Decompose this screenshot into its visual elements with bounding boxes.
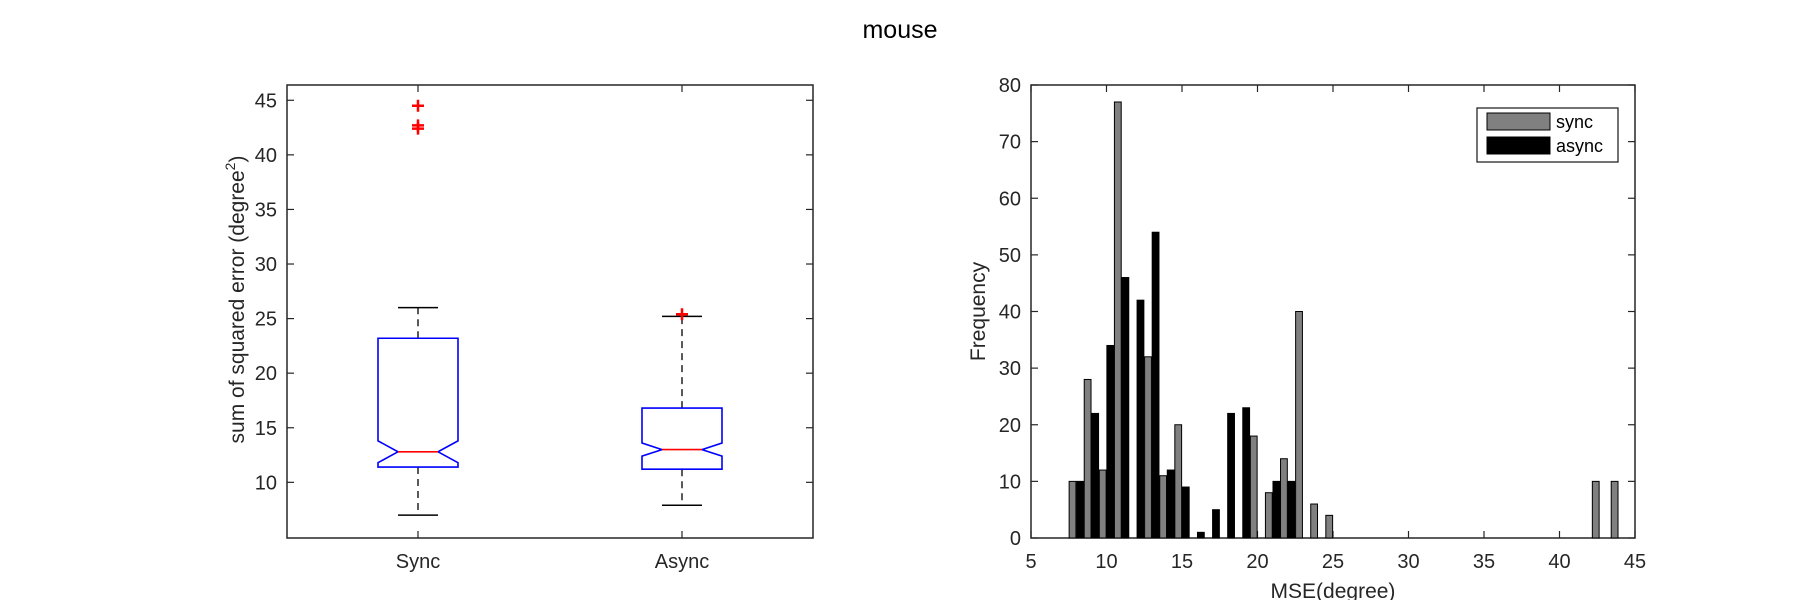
histogram-bar-sync — [1591, 480, 1600, 539]
histogram-bar-sync — [1098, 469, 1107, 539]
histogram-bar-async — [1166, 469, 1175, 539]
notched-box — [377, 337, 459, 468]
histogram-bar-sync — [1174, 424, 1183, 539]
histogram-bar-sync — [1295, 311, 1303, 539]
y-tick-label: 20 — [255, 363, 277, 385]
histogram-bar-async — [1106, 344, 1115, 539]
y-tick-label: 25 — [255, 309, 277, 331]
y-tick-label: 20 — [999, 415, 1021, 437]
y-tick-label: 30 — [999, 358, 1021, 380]
figure-title: mouse — [862, 16, 937, 44]
y-tick-label: 50 — [999, 245, 1021, 267]
y-tick-label: 60 — [999, 188, 1021, 210]
y-axis-label-superscript: 2 — [222, 162, 238, 170]
histogram-bar-sync — [1280, 458, 1288, 539]
histogram-bar-async — [1181, 486, 1190, 539]
outlier-marker — [412, 99, 424, 112]
y-axis-label: sum of squared error (degree2) — [222, 156, 249, 444]
histogram-bar-sync — [1068, 480, 1077, 539]
histogram-bar-sync — [1249, 435, 1258, 539]
y-tick-label: 45 — [255, 90, 277, 112]
legend: sync async — [1476, 107, 1619, 163]
histogram-bar-async — [1242, 407, 1251, 539]
histogram-bar-sync — [1264, 492, 1273, 539]
y-tick-label: 0 — [1010, 528, 1021, 550]
histogram-bar-sync — [1159, 475, 1168, 539]
y-axis-label: Frequency — [967, 261, 990, 361]
x-tick-label: 10 — [1095, 551, 1117, 573]
y-tick-label: 30 — [255, 254, 277, 276]
boxplot-chart: 10 15 20 25 30 35 40 45 Sync Async sum of squared … — [222, 84, 814, 573]
histogram-bar-async — [1212, 509, 1220, 539]
plot-area — [286, 84, 814, 539]
histogram-bar-async — [1151, 231, 1160, 539]
y-tick-label: 40 — [255, 145, 277, 167]
histogram-bar-async — [1091, 412, 1100, 539]
x-tick-label: 40 — [1548, 551, 1570, 573]
x-tick-label: 35 — [1473, 551, 1495, 573]
histogram-bar-async — [1287, 480, 1296, 539]
y-tick-label: 10 — [999, 471, 1021, 493]
x-tick-label: 15 — [1171, 551, 1193, 573]
outlier-marker — [412, 122, 424, 135]
histogram-bar-async — [1196, 531, 1205, 539]
histogram-chart: 0 10 20 30 40 50 60 70 80 5 10 15 20 25 30 35 40 45 MSE(de… — [967, 75, 1646, 600]
histogram-bar-sync — [1610, 480, 1619, 539]
x-tick-label: 25 — [1322, 551, 1344, 573]
x-tick-label: Sync — [396, 551, 440, 573]
legend-label-sync: sync — [1556, 112, 1593, 132]
histogram-bar-async — [1121, 277, 1130, 539]
histogram-bar-sync — [1325, 514, 1334, 539]
y-tick-label: 70 — [999, 132, 1021, 154]
y-tick-label: 40 — [999, 302, 1021, 324]
histogram-bar-async — [1272, 480, 1281, 539]
y-tick-label: 35 — [255, 199, 277, 221]
x-tick-label: 20 — [1246, 551, 1268, 573]
histogram-bar-sync — [1113, 101, 1122, 539]
y-tick-label: 10 — [255, 472, 277, 494]
notched-box — [641, 407, 723, 471]
histogram-bar-sync — [1310, 503, 1319, 539]
y-tick-label: 80 — [999, 75, 1021, 97]
x-tick-label: 5 — [1025, 551, 1036, 573]
y-tick-label: 15 — [255, 418, 277, 440]
legend-swatch-async — [1486, 136, 1551, 155]
histogram-bar-async — [1227, 412, 1235, 539]
histogram-bar-async — [1136, 299, 1145, 539]
x-tick-label: Async — [655, 551, 709, 573]
x-tick-label: 30 — [1397, 551, 1419, 573]
y-axis-label-text: sum of squared error (degree — [226, 170, 249, 443]
x-tick-label: 45 — [1624, 551, 1646, 573]
histogram-bar-async — [1076, 480, 1084, 539]
y-axis-label-suffix: ) — [226, 156, 249, 163]
outlier-marker — [676, 308, 688, 321]
legend-label-async: async — [1556, 136, 1603, 156]
histogram-bar-sync — [1144, 356, 1152, 539]
histogram-bar-sync — [1083, 378, 1092, 539]
x-axis-label: MSE(degree) — [1271, 580, 1396, 600]
legend-swatch-sync — [1486, 112, 1551, 131]
